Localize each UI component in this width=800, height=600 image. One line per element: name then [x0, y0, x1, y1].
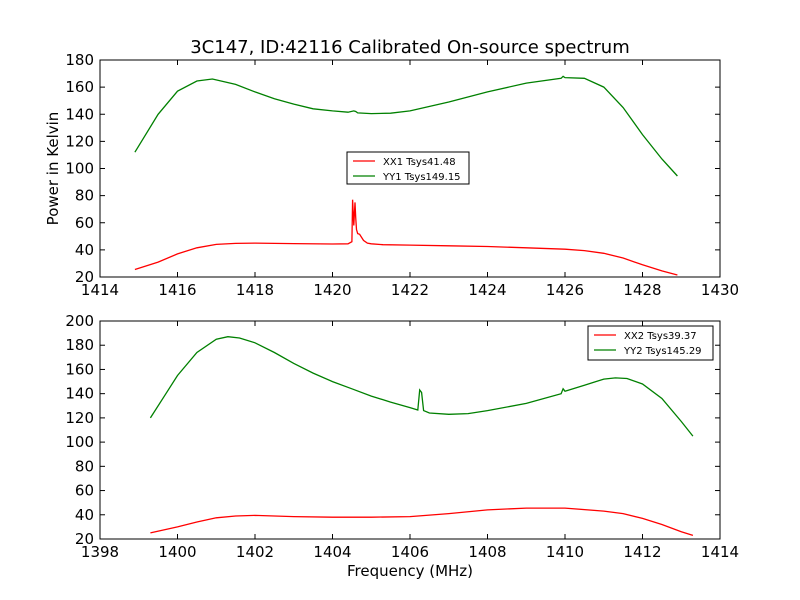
y-tick-label: 20	[75, 268, 94, 286]
x-tick-label: 1430	[701, 281, 739, 299]
y-tick-label: 140	[65, 385, 94, 403]
x-tick-label: 1428	[623, 281, 661, 299]
y-tick-label: 120	[65, 409, 94, 427]
x-tick-label: 1404	[313, 543, 351, 561]
x-tick-label: 1408	[468, 543, 506, 561]
x-tick-label: 1426	[546, 281, 584, 299]
x-tick-label: 1414	[81, 281, 119, 299]
x-tick-label: 1414	[701, 543, 739, 561]
series-line-1-1	[149, 336, 694, 437]
legend: XX2 Tsys39.37 YY2 Tsys145.29	[587, 325, 714, 361]
x-tick-label: 1398	[81, 543, 119, 561]
y-tick-label: 100	[65, 433, 94, 451]
legend-label: YY1 Tsys149.15	[382, 172, 461, 183]
y-tick-label: 160	[65, 78, 94, 96]
x-tick-label: 1422	[391, 281, 429, 299]
x-tick-label: 1402	[236, 543, 274, 561]
y-tick-label: 40	[75, 241, 94, 259]
top-panel: 1414 1416 1418 1420 1422 1424 1426 1428 1430 20 40…	[44, 51, 739, 299]
chart-title: 3C147, ID:42116 Calibrated On-source spe…	[190, 37, 630, 58]
series-line-1-0	[150, 507, 694, 537]
x-tick-label: 1424	[468, 281, 506, 299]
legend: XX1 Tsys41.48 YY1 Tsys149.15	[346, 151, 470, 185]
x-tick-label: 1410	[546, 543, 584, 561]
x-tick-label: 1418	[236, 281, 274, 299]
x-tick-label: 1406	[391, 543, 429, 561]
legend-label: XX1 Tsys41.48	[383, 157, 456, 168]
y-tick-label: 160	[65, 360, 94, 378]
y-tick-label: 100	[65, 160, 94, 178]
y-tick-label: 80	[75, 187, 94, 205]
legend-box	[587, 325, 714, 361]
x-axis-label: Frequency (MHz)	[347, 562, 473, 580]
y-tick-label: 140	[65, 105, 94, 123]
y-axis-label: Power in Kelvin	[44, 112, 62, 226]
y-tick-label: 180	[65, 51, 94, 69]
series-line-0-0	[134, 199, 678, 276]
legend-label: XX2 Tsys39.37	[624, 331, 697, 342]
y-tick-label: 180	[65, 336, 94, 354]
legend-box	[346, 151, 470, 185]
y-tick-label: 20	[75, 530, 94, 548]
y-tick-label: 120	[65, 132, 94, 150]
y-tick-label: 40	[75, 506, 94, 524]
series-line-0-1	[134, 75, 678, 177]
x-tick-label: 1420	[313, 281, 351, 299]
bottom-panel: 1398 1400 1402 1404 1406 1408 1410 1412 1414 20 40…	[65, 312, 739, 580]
y-tick-label: 80	[75, 457, 94, 475]
y-tick-label: 60	[75, 482, 94, 500]
x-tick-label: 1412	[623, 543, 661, 561]
x-tick-label: 1400	[158, 543, 196, 561]
legend-label: YY2 Tsys145.29	[623, 346, 702, 357]
y-tick-label: 60	[75, 214, 94, 232]
y-tick-label: 200	[65, 312, 94, 330]
x-tick-label: 1416	[158, 281, 196, 299]
